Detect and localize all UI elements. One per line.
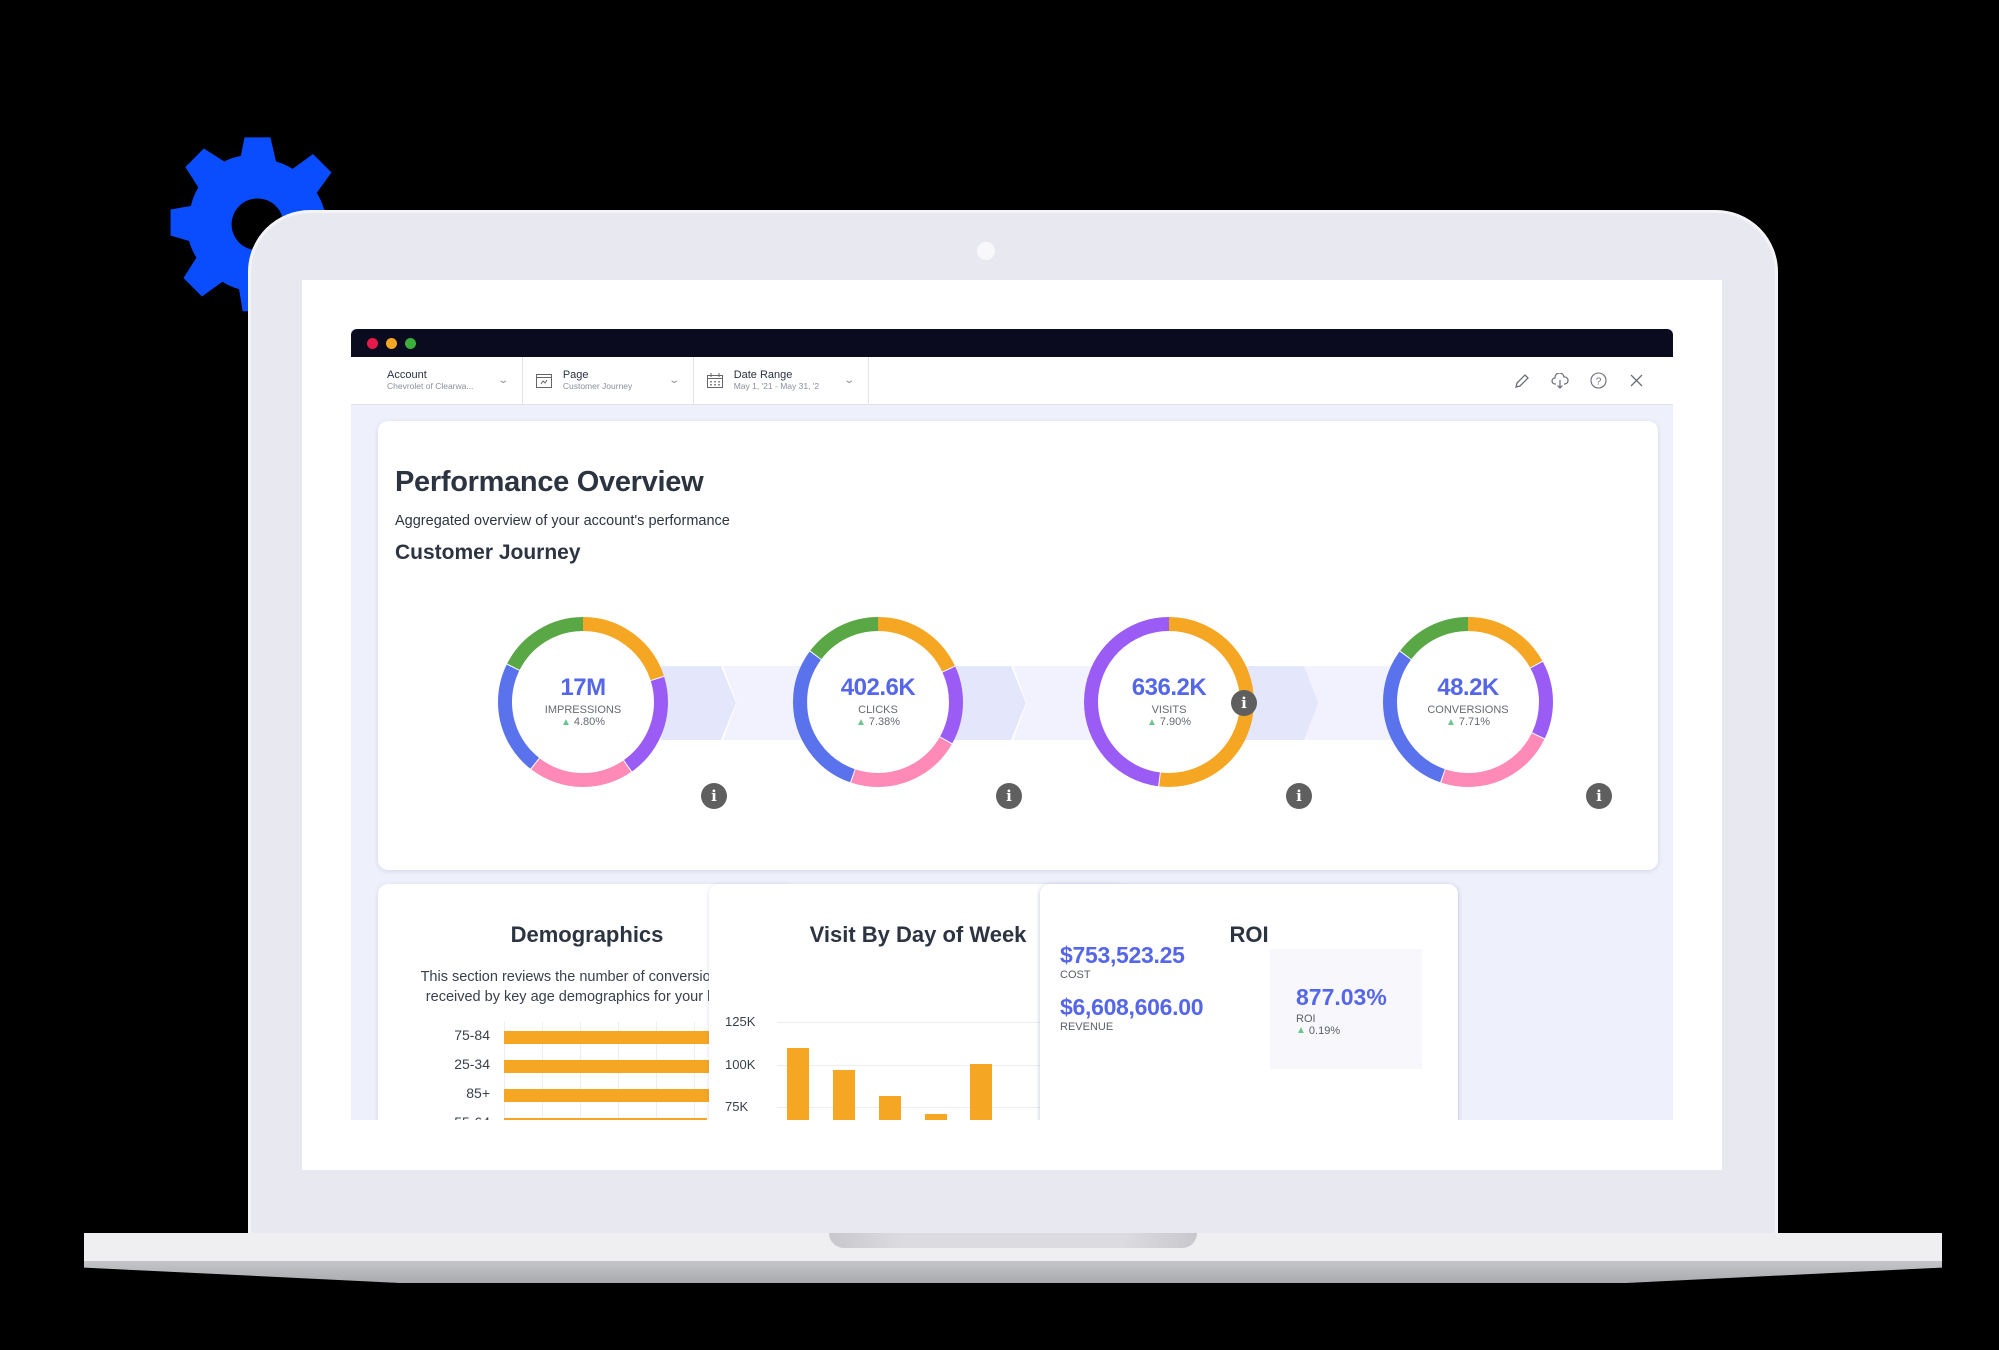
performance-overview-card: Performance Overview Aggregated overview… [378,421,1658,870]
funnel-arrow [1304,666,1394,740]
webcam [977,242,995,260]
info-icon[interactable]: i [996,783,1022,809]
funnel-arrow [951,666,1026,740]
up-arrow-icon: ▲ [1296,1025,1306,1036]
day-bar [970,1064,992,1120]
date-range-selector[interactable]: Date Range May 1, '21 - May 31, '2 ⌄ [694,357,869,404]
impressions-label: IMPRESSIONS [544,704,622,716]
visits-value: 636.2K [1131,674,1207,701]
up-arrow-icon: ▲ [855,716,866,728]
roi-change: 0.19% [1308,1025,1341,1037]
info-icon[interactable]: i [1231,690,1257,716]
date-range-label: Date Range [733,369,793,382]
clicks-change: 7.38% [868,716,901,728]
help-icon[interactable]: ? [1589,372,1607,390]
visits-donut: 636.2K VISITS ▲ 7.90% [1084,617,1254,787]
close-icon[interactable] [1627,372,1645,390]
page-icon [535,373,553,389]
roi-title: ROI [1229,922,1269,947]
account-value: Chevrolet of Clearwa... [387,380,474,391]
y-tick: 100K [725,1057,756,1072]
impressions-donut: 17M IMPRESSIONS ▲ 4.80% [498,617,668,787]
demographics-description: This section reviews the number of conve… [420,969,754,1005]
up-arrow-icon: ▲ [560,716,571,728]
conversions-label: CONVERSIONS [1427,704,1509,716]
cost-label: COST [1060,969,1091,981]
day-bar [879,1096,901,1120]
cost-value: $753,523.25 [1060,942,1185,968]
visits-by-day-title: Visit By Day of Week [809,922,1027,947]
funnel-arrow [1013,666,1098,740]
revenue-block: $6,608,606.00 REVENUE [1060,994,1203,1033]
roi-label: ROI [1296,1013,1316,1025]
info-icon[interactable]: i [701,783,727,809]
date-range-value: May 1, '21 - May 31, '2 [733,380,820,391]
funnel-arrow [661,666,736,740]
y-tick: 75K [725,1099,749,1114]
roi-card-content: ROI 877.03% ROI ▲ 0.19% $753,523.25 COST … [1040,884,1458,1120]
day-bar [833,1070,855,1120]
demographics-chart: 75-84 25-34 85+ 55-64 [454,1022,778,1120]
impressions-change: 4.80% [573,716,606,728]
demographic-bar [504,1089,714,1102]
visits-label: VISITS [1151,704,1187,716]
conversions-donut: 48.2K CONVERSIONS ▲ 7.71% [1383,617,1553,787]
svg-text:?: ? [1595,376,1601,387]
section-title: Customer Journey [395,541,581,564]
demographic-bar [504,1060,718,1073]
laptop-screen: Account Chevrolet of Clearwa... ⌄ Page C… [302,280,1722,1170]
conversions-value: 48.2K [1437,674,1499,701]
page-label: Page [562,369,589,382]
account-label: Account [387,369,427,382]
day-bar [787,1048,809,1120]
laptop-notch [829,1233,1197,1248]
revenue-value: $6,608,606.00 [1060,994,1204,1020]
calendar-icon [706,373,724,389]
roi-summary-box: 877.03% ROI ▲ 0.19% [1270,949,1422,1069]
cloud-download-icon[interactable] [1551,372,1569,390]
page-subtitle: Aggregated overview of your account's pe… [395,513,730,529]
chevron-down-icon: ⌄ [843,375,856,386]
age-label: 85+ [466,1085,490,1101]
title-bar [351,329,1673,357]
demographic-bar [504,1031,723,1044]
page-selector[interactable]: Page Customer Journey ⌄ [523,357,694,404]
impressions-value: 17M [560,674,606,701]
page-title: Performance Overview [395,466,704,498]
age-label: 25-34 [454,1056,490,1072]
conversions-change: 7.71% [1458,716,1491,728]
page-value: Customer Journey [562,380,633,391]
demographics-title: Demographics [510,922,664,947]
visits-change: 7.90% [1159,716,1192,728]
toolbar-actions: ? [1513,357,1673,404]
edit-icon[interactable] [1513,372,1531,390]
roi-value: 877.03% [1296,984,1387,1010]
laptop-base [84,1233,1942,1283]
close-window-button[interactable] [367,337,378,349]
account-selector[interactable]: Account Chevrolet of Clearwa... ⌄ [351,357,523,404]
clicks-value: 402.6K [840,674,916,701]
up-arrow-icon: ▲ [1146,716,1157,728]
app-window: Account Chevrolet of Clearwa... ⌄ Page C… [351,329,1673,1120]
minimize-window-button[interactable] [386,337,397,349]
age-label: 55-64 [430,1114,490,1120]
up-arrow-icon: ▲ [1445,716,1456,728]
clicks-donut: 402.6K CLICKS ▲ 7.38% [793,617,963,787]
cost-block: $753,523.25 COST [1060,942,1185,981]
day-bar [925,1114,947,1120]
info-icon[interactable]: i [1586,783,1612,809]
filter-toolbar: Account Chevrolet of Clearwa... ⌄ Page C… [351,357,1673,405]
chevron-down-icon: ⌄ [497,375,510,386]
demographic-bar [504,1118,707,1120]
y-tick: 125K [725,1014,756,1029]
clicks-label: CLICKS [858,704,898,716]
revenue-label: REVENUE [1060,1021,1114,1033]
age-label: 75-84 [454,1027,490,1043]
info-icon[interactable]: i [1286,783,1312,809]
maximize-window-button[interactable] [405,337,416,349]
chevron-down-icon: ⌄ [668,375,681,386]
